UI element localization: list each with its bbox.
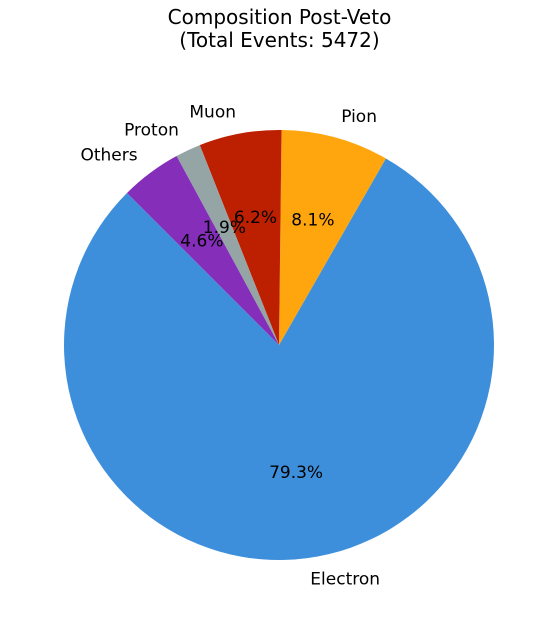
pie-slices [63,129,494,560]
pie-slice-others [126,155,279,345]
slice-label-proton: Proton [124,121,179,141]
chart-title: Composition Post-Veto (Total Events: 547… [0,6,559,52]
slice-percent-proton: 1.9% [203,218,246,238]
pie-slice-proton [176,145,279,345]
chart-title-line: Composition Post-Veto [167,5,392,29]
slice-label-others: Others [80,145,137,165]
pie-slice-muon [199,129,282,345]
slice-percent-muon: 6.2% [234,208,277,228]
chart-subtitle-line: (Total Events: 5472) [179,28,380,52]
pie-slice-pion [279,130,386,345]
slice-percent-others: 4.6% [180,232,223,252]
slice-percent-electron: 79.3% [269,463,323,483]
slice-label-electron: Electron [310,569,380,589]
slice-label-muon: Muon [189,102,236,122]
slice-percent-pion: 8.1% [291,211,334,231]
pie-slice-electron [63,158,494,560]
pie-labels: Electron 79.3% Pion 8.1% Muon 6.2% Proton 1.9% O… [80,102,380,589]
slice-label-pion: Pion [341,107,377,127]
